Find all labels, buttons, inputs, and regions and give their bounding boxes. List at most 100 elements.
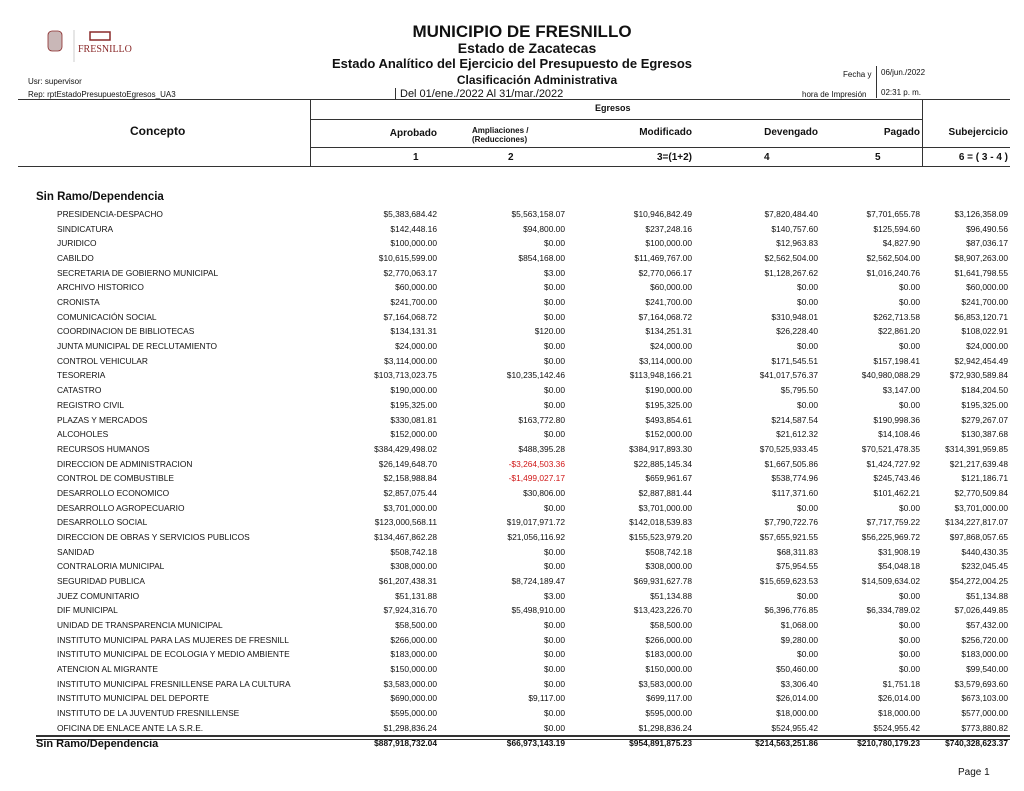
cell-subejercicio: $24,000.00 [966,341,1008,352]
col-pagado: Pagado [883,127,920,138]
cell-devengado: $0.00 [797,649,818,660]
cell-pagado: $0.00 [899,634,920,645]
table-row: REGISTRO CIVIL $195,325.00 $0.00 $195,325.0… [0,400,1024,414]
cell-ampliaciones: $0.00 [544,355,565,366]
cell-devengado: $1,068.00 [780,620,818,631]
cell-ampliaciones: $0.00 [544,429,565,440]
cell-concept: DESARROLLO AGROPECUARIO [57,502,185,513]
cell-concept: JUNTA MUNICIPAL DE RECLUTAMIENTO [57,341,218,352]
total-label: Sin Ramo/Dependencia [36,738,159,750]
cell-devengado: $21,612.32 [776,429,818,440]
col-concepto: Concepto [130,124,186,138]
cell-devengado: $140,757.60 [771,223,818,234]
cell-devengado: $0.00 [797,502,818,513]
cell-modificado: $142,018,539.83 [629,517,692,528]
cell-concept: TESORERIA [57,370,106,381]
date-value: 06/jun./2022 [876,66,925,86]
cell-concept: ALCOHOLES [57,429,109,440]
cell-devengado: $70,525,933.45 [759,443,818,454]
cell-ampliaciones: $10,235,142.46 [506,370,565,381]
divider [310,147,1010,148]
cell-pagado: $1,751.18 [882,678,920,689]
cell-aprobado: $1,298,836.24 [383,722,437,733]
cell-aprobado: $595,000.00 [390,708,437,719]
reducciones-label: (Reducciones) [472,135,528,144]
cell-modificado: $10,946,842.49 [633,209,692,219]
cell-modificado: $237,248.16 [645,223,692,234]
cell-aprobado: $152,000.00 [390,429,437,440]
cell-aprobado: $7,164,068.72 [383,311,437,322]
cell-aprobado: $7,924,316.70 [383,605,437,616]
total-ampliaciones: $66,973,143.19 [506,738,565,748]
cell-subejercicio: $97,868,057.65 [949,531,1008,542]
cell-pagado: $0.00 [899,502,920,513]
cell-aprobado: $150,000.00 [390,664,437,675]
cell-devengado: $2,562,504.00 [764,253,818,264]
cell-ampliaciones: $0.00 [544,620,565,631]
cell-subejercicio: $195,325.00 [961,399,1008,410]
cell-subejercicio: $1,641,798.55 [954,267,1008,278]
cell-pagado: $22,861.20 [878,326,920,337]
table-row: DESARROLLO SOCIAL $123,000,568.11 $19,017,… [0,517,1024,531]
cell-ampliaciones: $0.00 [544,502,565,513]
cell-modificado: $58,500.00 [650,620,692,631]
table-row: JURIDICO $100,000.00 $0.00 $100,000.00 $12,9… [0,238,1024,252]
cell-pagado: $26,014.00 [878,693,920,704]
table-row: DIRECCION DE ADMINISTRACION $26,149,648.7… [0,459,1024,473]
time-label: hora de Impresión [802,90,867,99]
col-aprobado: Aprobado [389,128,437,139]
cell-modificado: $150,000.00 [645,664,692,675]
cell-ampliaciones: $0.00 [544,341,565,352]
cell-aprobado: $142,448.16 [390,223,437,234]
cell-concept: CONTROL VEHICULAR [57,355,148,366]
col-num-5: 5 [875,152,881,163]
col-egresos: Egresos [595,103,631,113]
cell-pagado: $6,334,789.02 [866,605,920,616]
cell-ampliaciones: $0.00 [544,385,565,396]
cell-subejercicio: $314,391,959.85 [945,443,1008,454]
time-value: 02:31 p. m. [876,86,921,98]
table-row: TESORERIA $103,713,023.75 $10,235,142.46 $1… [0,370,1024,384]
cell-aprobado: $5,383,684.42 [383,209,437,219]
table-row: DESARROLLO ECONOMICO $2,857,075.44 $30,806… [0,488,1024,502]
cell-devengado: $0.00 [797,341,818,352]
cell-subejercicio: $108,022.91 [961,326,1008,337]
table-row: OFICINA DE ENLACE ANTE LA S.R.E. $1,298,8… [0,723,1024,737]
cell-aprobado: $195,325.00 [390,399,437,410]
cell-modificado: $183,000.00 [645,649,692,660]
cell-modificado: $595,000.00 [645,708,692,719]
cell-pagado: $70,521,478.35 [861,443,920,454]
cell-ampliaciones: $0.00 [544,282,565,293]
table-row: INSTITUTO MUNICIPAL PARA LAS MUJERES DE … [0,635,1024,649]
col-num-4: 4 [764,152,770,163]
table-row: DESARROLLO AGROPECUARIO $3,701,000.00 $0.0… [0,503,1024,517]
table-row: ARCHIVO HISTORICO $60,000.00 $0.00 $60,000.… [0,282,1024,296]
cell-modificado: $3,701,000.00 [638,502,692,513]
cell-concept: CONTRALORIA MUNICIPAL [57,561,165,572]
cell-pagado: $125,594.60 [873,223,920,234]
cell-subejercicio: $279,267.07 [961,414,1008,425]
cell-concept: INSTITUTO MUNICIPAL PARA LAS MUJERES DE … [57,634,289,645]
cell-concept: ARCHIVO HISTORICO [57,282,144,293]
table-row: CATASTRO $190,000.00 $0.00 $190,000.00 $5,79… [0,385,1024,399]
cell-ampliaciones: $0.00 [544,634,565,645]
cell-concept: OFICINA DE ENLACE ANTE LA S.R.E. [57,722,204,733]
cell-devengado: $1,128,267.62 [764,267,818,278]
cell-pagado: $0.00 [899,297,920,308]
cell-aprobado: $58,500.00 [395,620,437,631]
cell-devengado: $75,954.55 [776,561,818,572]
table-row: JUEZ COMUNITARIO $51,131.88 $3.00 $51,134.8… [0,591,1024,605]
cell-subejercicio: $121,186.71 [961,473,1008,484]
cell-concept: INSTITUTO MUNICIPAL DEL DEPORTE [57,693,210,704]
col-num-1: 1 [413,152,419,163]
cell-pagado: $0.00 [899,399,920,410]
cell-ampliaciones: $19,017,971.72 [506,517,565,528]
cell-modificado: $13,423,226.70 [633,605,692,616]
table-row: PLAZAS Y MERCADOS $330,081.81 $163,772.80 $… [0,415,1024,429]
cell-subejercicio: $183,000.00 [961,649,1008,660]
cell-modificado: $51,134.88 [650,590,692,601]
cell-ampliaciones: $94,800.00 [523,223,565,234]
cell-aprobado: $123,000,568.11 [374,517,437,528]
cell-pagado: $262,713.58 [873,311,920,322]
cell-modificado: $1,298,836.24 [638,722,692,733]
